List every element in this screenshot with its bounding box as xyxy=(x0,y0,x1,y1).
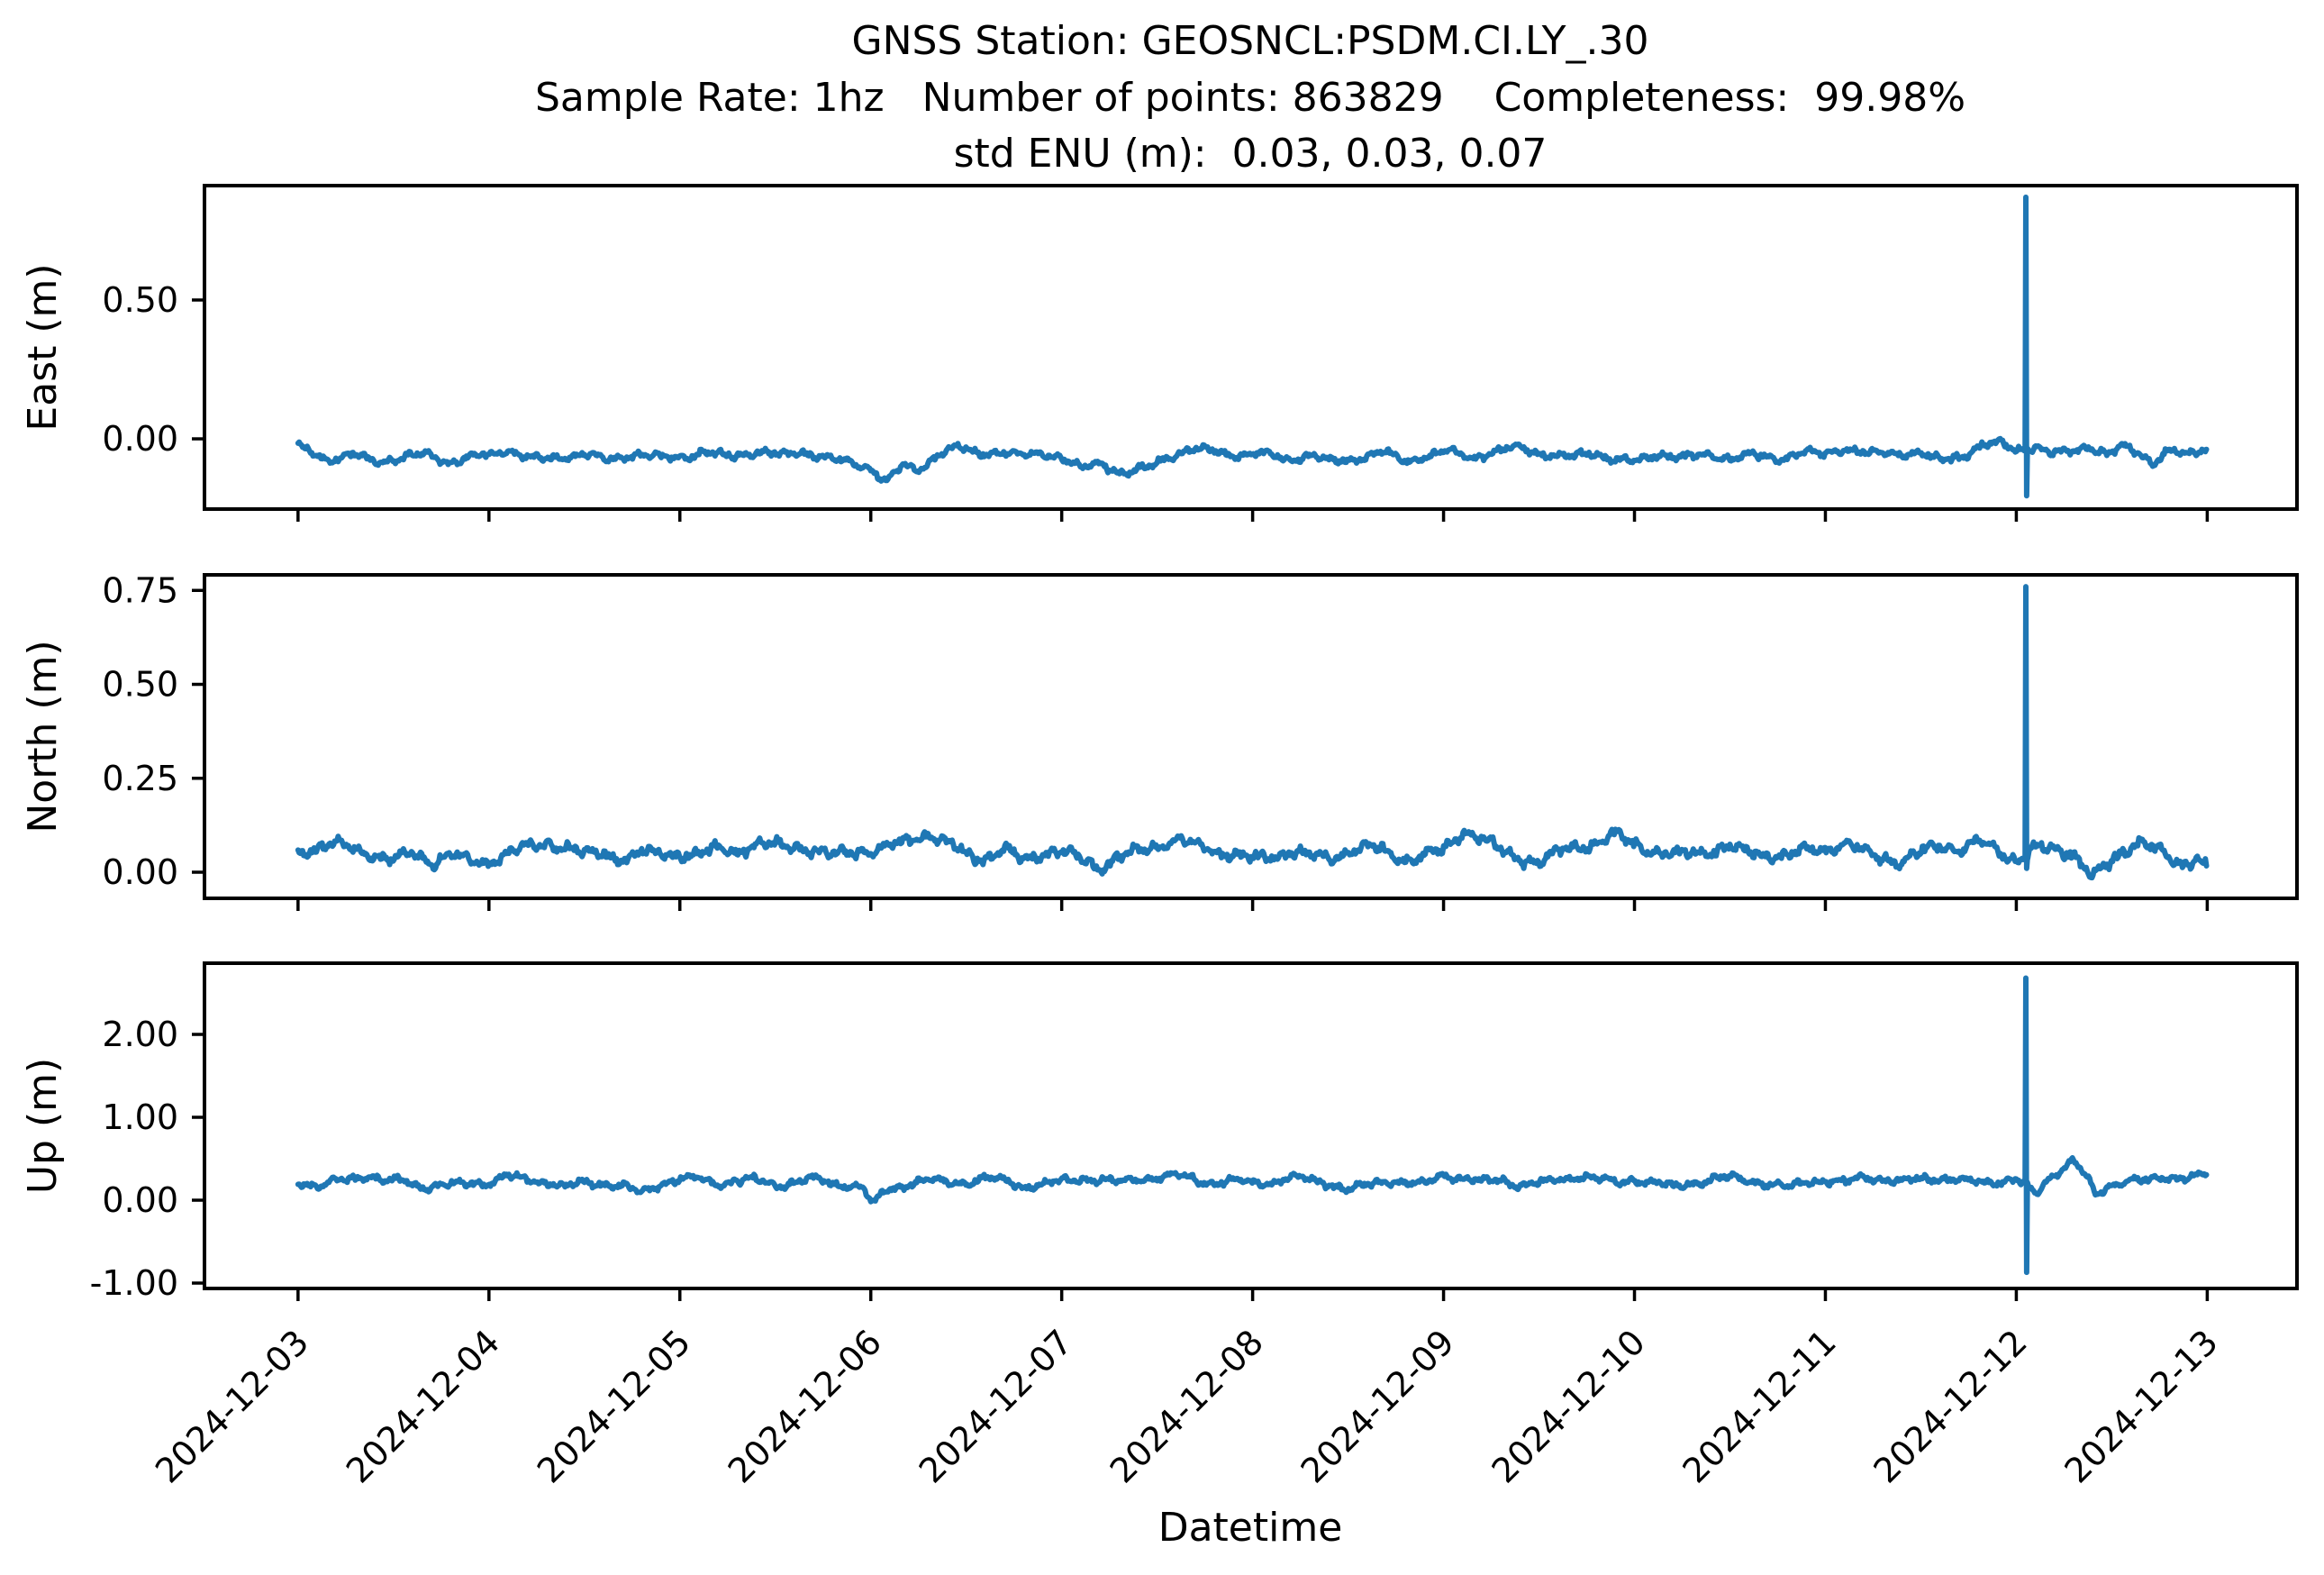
north-y-tick-label: 0.75 xyxy=(102,570,178,610)
up-y-tick-label: 0.00 xyxy=(102,1180,178,1220)
figure-title-line1: GNSS Station: GEOSNCL:PSDM.CI.LY_.30 xyxy=(851,18,1648,64)
north-y-tick-label: 0.25 xyxy=(102,759,178,798)
north-subplot: 0.00 0.25 0.50 0.75 North (m) xyxy=(20,570,2299,911)
up-series-line xyxy=(295,975,2210,1276)
north-y-tick-label: 0.50 xyxy=(102,665,178,705)
east-subplot: 0.00 0.50 East (m) xyxy=(20,184,2299,522)
x-axis-title: Datetime xyxy=(1158,1505,1343,1551)
up-y-tick-label: 2.00 xyxy=(102,1015,178,1054)
east-y-tick-label: 0.00 xyxy=(102,419,178,459)
up-y-tick-label: 1.00 xyxy=(102,1097,178,1137)
north-axes-box xyxy=(203,573,2299,900)
east-y-tick-label: 0.50 xyxy=(102,280,178,320)
east-series-line xyxy=(295,194,2210,499)
north-y-tick-label: 0.00 xyxy=(102,852,178,892)
up-axis-title: Up (m) xyxy=(20,1058,66,1194)
east-axis-title: East (m) xyxy=(20,263,66,431)
up-y-tick-label: -1.00 xyxy=(90,1263,178,1303)
north-series-line xyxy=(295,584,2210,881)
figure-title-line3: std ENU (m): 0.03, 0.03, 0.07 xyxy=(954,131,1548,177)
north-axis-title: North (m) xyxy=(20,640,66,833)
east-axes-box xyxy=(203,184,2299,511)
up-axes-box xyxy=(203,961,2299,1290)
figure-title-line2: Sample Rate: 1hz Number of points: 86382… xyxy=(535,75,1965,121)
